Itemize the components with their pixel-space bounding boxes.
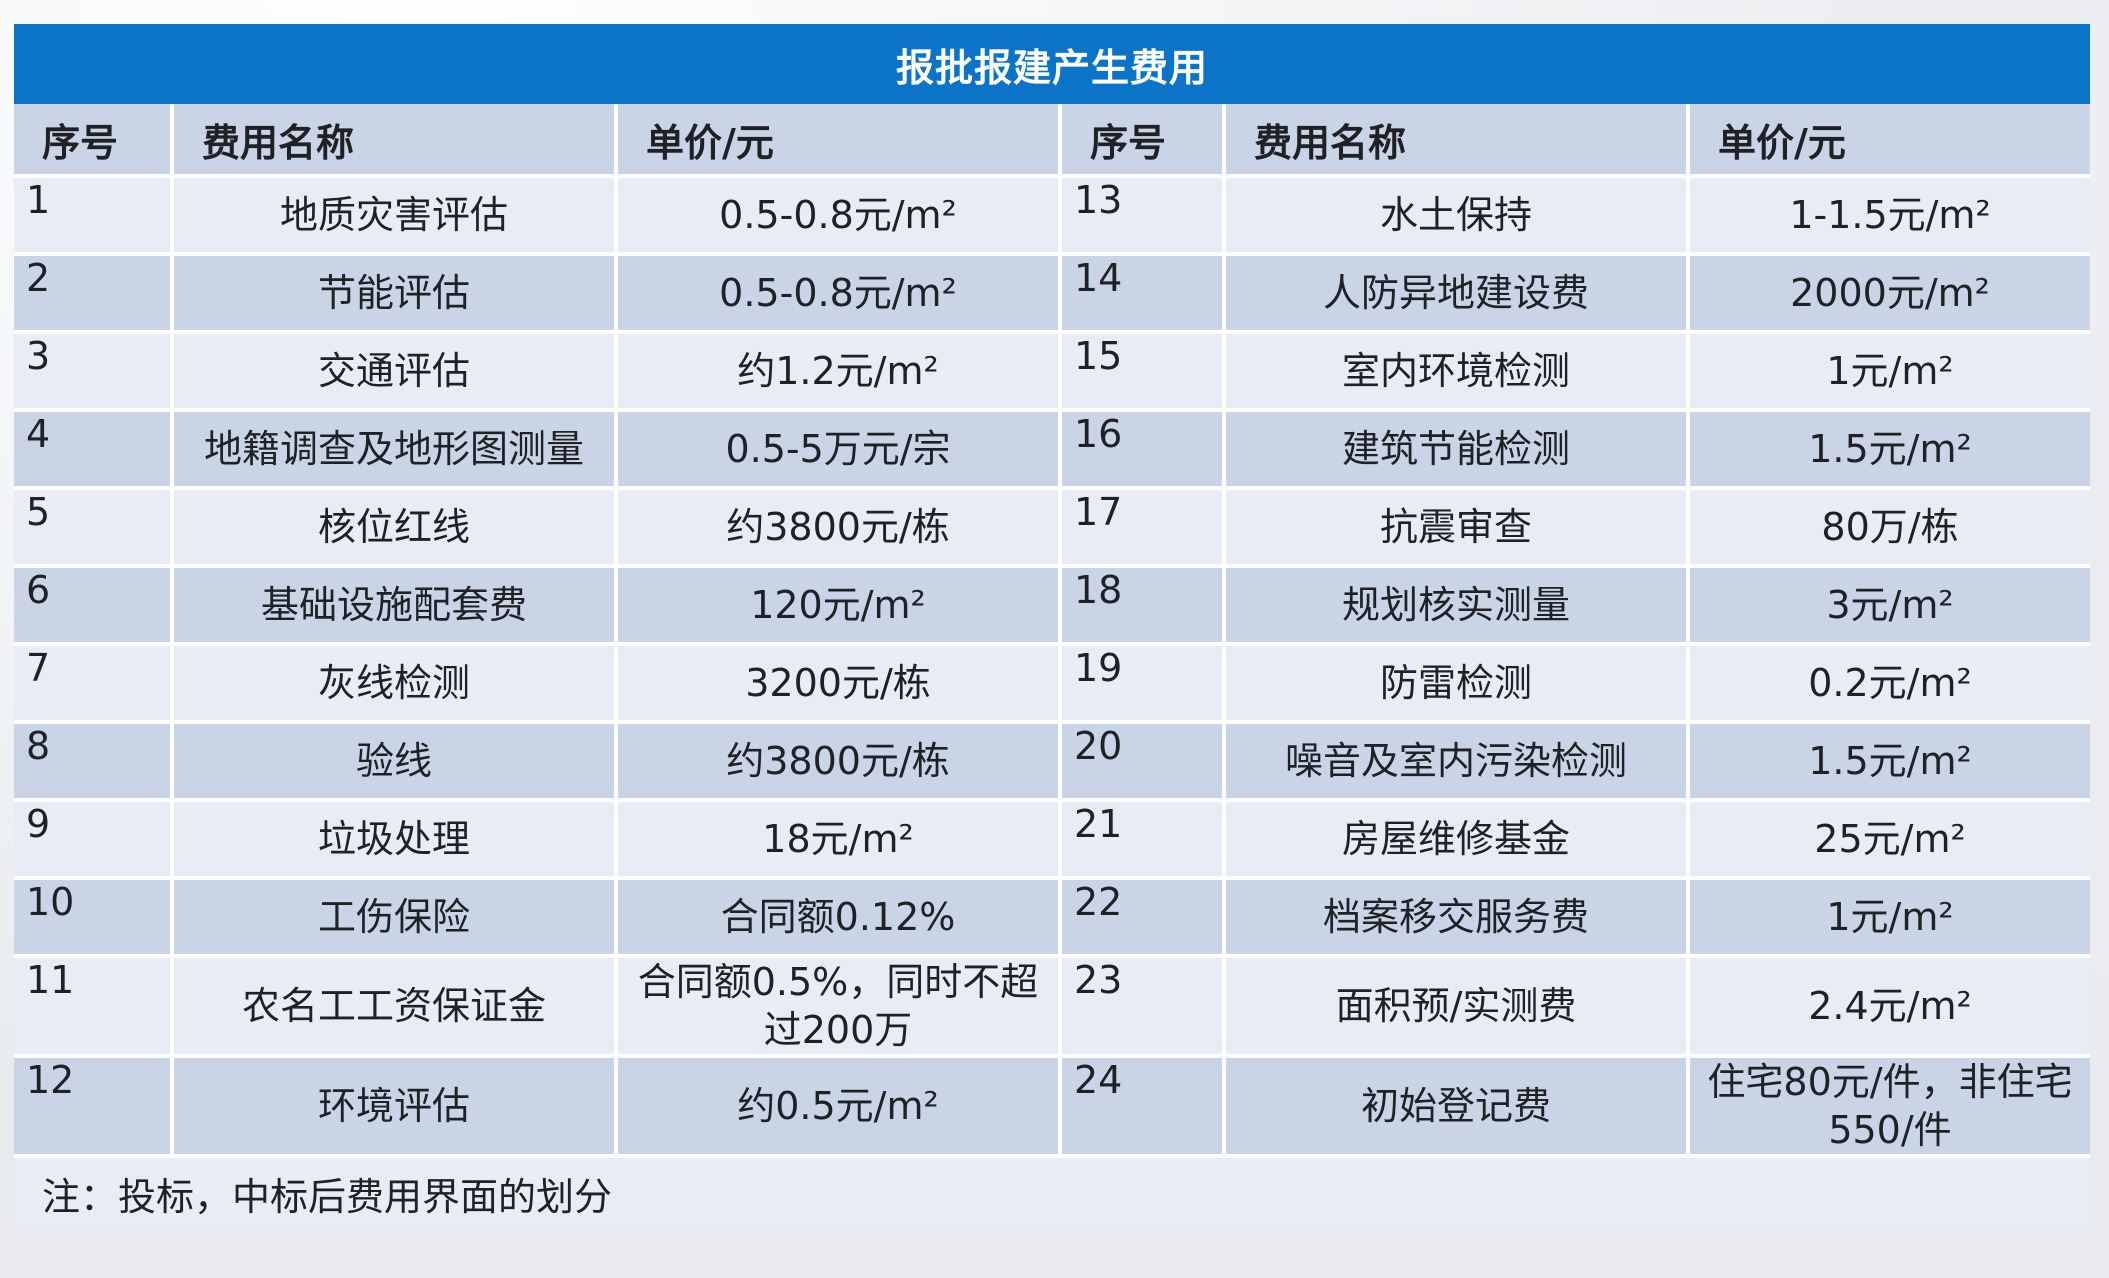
fee-price-left: 3200元/栋 (618, 646, 1062, 724)
row-number-left: 6 (14, 568, 174, 646)
fee-price-left: 0.5-0.8元/m² (618, 256, 1062, 334)
fee-name-left: 农名工工资保证金 (174, 958, 618, 1058)
fee-price-left: 0.5-0.8元/m² (618, 178, 1062, 256)
fee-name-left: 交通评估 (174, 334, 618, 412)
row-number-left: 1 (14, 178, 174, 256)
fee-price-left: 合同额0.5%，同时不超过200万 (618, 958, 1062, 1058)
fee-name-left: 地籍调查及地形图测量 (174, 412, 618, 490)
fee-table: 序号 费用名称 单价/元 序号 费用名称 单价/元 1 地质灾害评估 0.5-0.8… (14, 104, 2090, 1158)
fee-name-right: 水土保持 (1226, 178, 1690, 256)
fee-price-right: 2000元/m² (1690, 256, 2090, 334)
fee-price-left: 约3800元/栋 (618, 724, 1062, 802)
fee-name-left: 基础设施配套费 (174, 568, 618, 646)
table-row: 1 地质灾害评估 0.5-0.8元/m² 13 水土保持 1-1.5元/m² (14, 178, 2090, 256)
row-number-left: 5 (14, 490, 174, 568)
fee-price-right: 1-1.5元/m² (1690, 178, 2090, 256)
row-number-right: 17 (1062, 490, 1226, 568)
row-number-left: 11 (14, 958, 174, 1058)
table-row: 3 交通评估 约1.2元/m² 15 室内环境检测 1元/m² (14, 334, 2090, 412)
fee-name-right: 面积预/实测费 (1226, 958, 1690, 1058)
fee-name-right: 建筑节能检测 (1226, 412, 1690, 490)
footnote: 注：投标，中标后费用界面的划分 (14, 1158, 2090, 1228)
table-row: 7 灰线检测 3200元/栋 19 防雷检测 0.2元/m² (14, 646, 2090, 724)
row-number-left: 9 (14, 802, 174, 880)
row-number-right: 18 (1062, 568, 1226, 646)
fee-name-left: 地质灾害评估 (174, 178, 618, 256)
row-number-right: 19 (1062, 646, 1226, 724)
fee-price-left: 0.5-5万元/宗 (618, 412, 1062, 490)
row-number-right: 20 (1062, 724, 1226, 802)
fee-price-right: 2.4元/m² (1690, 958, 2090, 1058)
fee-price-left: 约1.2元/m² (618, 334, 1062, 412)
fee-name-right: 初始登记费 (1226, 1058, 1690, 1158)
row-number-right: 14 (1062, 256, 1226, 334)
table-row: 5 核位红线 约3800元/栋 17 抗震审查 80万/栋 (14, 490, 2090, 568)
fee-price-right: 1.5元/m² (1690, 724, 2090, 802)
table-row: 6 基础设施配套费 120元/m² 18 规划核实测量 3元/m² (14, 568, 2090, 646)
row-number-right: 21 (1062, 802, 1226, 880)
fee-price-right: 3元/m² (1690, 568, 2090, 646)
fee-price-left: 约3800元/栋 (618, 490, 1062, 568)
table-title: 报批报建产生费用 (14, 24, 2090, 104)
fee-price-right: 0.2元/m² (1690, 646, 2090, 724)
table-row: 11 农名工工资保证金 合同额0.5%，同时不超过200万 23 面积预/实测费 2.4元… (14, 958, 2090, 1058)
fee-name-right: 档案移交服务费 (1226, 880, 1690, 958)
fee-price-left: 18元/m² (618, 802, 1062, 880)
fee-name-right: 噪音及室内污染检测 (1226, 724, 1690, 802)
table-row: 10 工伤保险 合同额0.12% 22 档案移交服务费 1元/m² (14, 880, 2090, 958)
table-row: 4 地籍调查及地形图测量 0.5-5万元/宗 16 建筑节能检测 1.5元/m² (14, 412, 2090, 490)
fee-price-left: 约0.5元/m² (618, 1058, 1062, 1158)
row-number-left: 12 (14, 1058, 174, 1158)
row-number-right: 23 (1062, 958, 1226, 1058)
row-number-right: 13 (1062, 178, 1226, 256)
row-number-left: 10 (14, 880, 174, 958)
fee-price-right: 住宅80元/件，非住宅550/件 (1690, 1058, 2090, 1158)
header-row: 序号 费用名称 单价/元 序号 费用名称 单价/元 (14, 104, 2090, 178)
fee-name-left: 验线 (174, 724, 618, 802)
fee-name-left: 核位红线 (174, 490, 618, 568)
header-price-right: 单价/元 (1690, 104, 2090, 178)
fee-price-right: 80万/栋 (1690, 490, 2090, 568)
fee-price-left: 120元/m² (618, 568, 1062, 646)
fee-price-right: 1.5元/m² (1690, 412, 2090, 490)
header-price-left: 单价/元 (618, 104, 1062, 178)
fee-name-left: 节能评估 (174, 256, 618, 334)
fee-name-right: 室内环境检测 (1226, 334, 1690, 412)
fee-name-left: 灰线检测 (174, 646, 618, 724)
table-row: 12 环境评估 约0.5元/m² 24 初始登记费 住宅80元/件，非住宅550/件 (14, 1058, 2090, 1158)
fee-price-right: 25元/m² (1690, 802, 2090, 880)
header-name-right: 费用名称 (1226, 104, 1690, 178)
row-number-left: 4 (14, 412, 174, 490)
header-no-right: 序号 (1062, 104, 1226, 178)
table-row: 2 节能评估 0.5-0.8元/m² 14 人防异地建设费 2000元/m² (14, 256, 2090, 334)
header-no-left: 序号 (14, 104, 174, 178)
table-row: 8 验线 约3800元/栋 20 噪音及室内污染检测 1.5元/m² (14, 724, 2090, 802)
table-row: 9 垃圾处理 18元/m² 21 房屋维修基金 25元/m² (14, 802, 2090, 880)
row-number-left: 2 (14, 256, 174, 334)
fee-name-right: 防雷检测 (1226, 646, 1690, 724)
fee-price-right: 1元/m² (1690, 334, 2090, 412)
header-name-left: 费用名称 (174, 104, 618, 178)
fee-name-right: 房屋维修基金 (1226, 802, 1690, 880)
fee-name-right: 抗震审查 (1226, 490, 1690, 568)
row-number-left: 7 (14, 646, 174, 724)
fee-name-left: 工伤保险 (174, 880, 618, 958)
row-number-right: 15 (1062, 334, 1226, 412)
row-number-right: 22 (1062, 880, 1226, 958)
row-number-right: 24 (1062, 1058, 1226, 1158)
row-number-right: 16 (1062, 412, 1226, 490)
fee-name-right: 人防异地建设费 (1226, 256, 1690, 334)
fee-name-left: 垃圾处理 (174, 802, 618, 880)
fee-table-panel: 报批报建产生费用 序号 费用名称 单价/元 序号 费用名称 单价/元 1 地质灾害… (14, 24, 2090, 1260)
row-number-left: 8 (14, 724, 174, 802)
fee-name-right: 规划核实测量 (1226, 568, 1690, 646)
fee-name-left: 环境评估 (174, 1058, 618, 1158)
fee-price-left: 合同额0.12% (618, 880, 1062, 958)
fee-price-right: 1元/m² (1690, 880, 2090, 958)
row-number-left: 3 (14, 334, 174, 412)
